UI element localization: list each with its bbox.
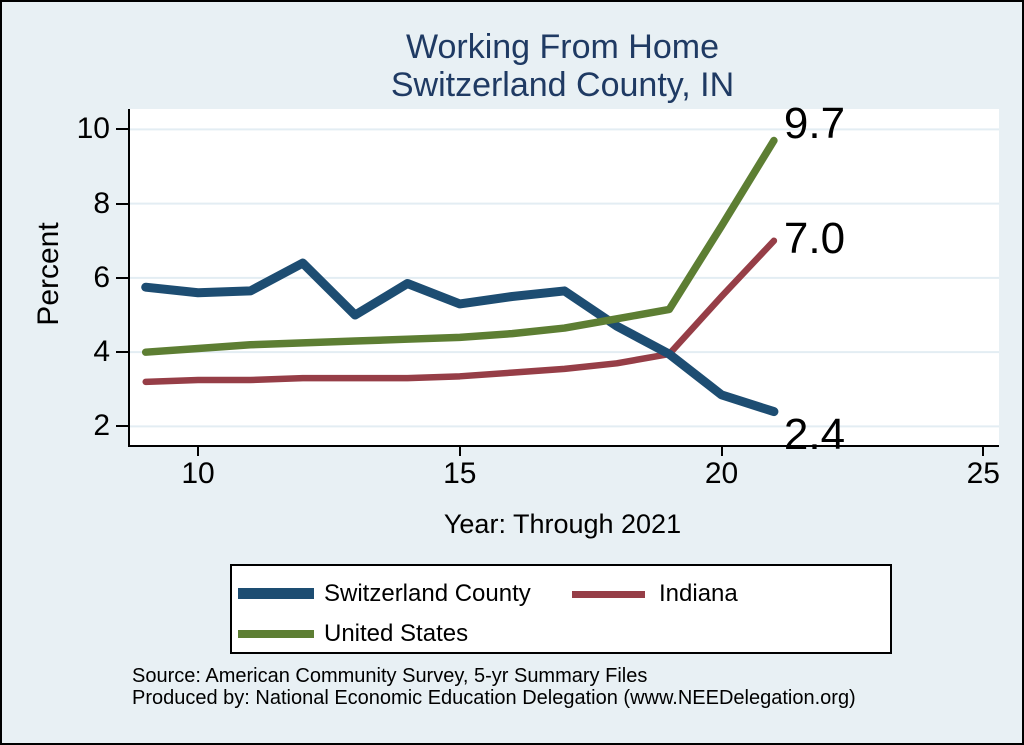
x-tick-label: 10 (181, 457, 215, 490)
data-point-united-states (404, 336, 410, 342)
data-point-indiana (247, 377, 253, 383)
y-tick-label: 10 (76, 112, 110, 146)
data-point-indiana (719, 293, 725, 299)
data-point-united-states (719, 223, 725, 229)
plot-area (128, 109, 999, 447)
legend-swatch-united-states (238, 630, 314, 638)
end-label-united-states: 9.7 (783, 98, 846, 148)
data-point-switzerland-county (562, 288, 567, 294)
data-point-switzerland-county (771, 409, 777, 415)
y-tick-label: 8 (93, 186, 110, 220)
legend: Switzerland County Indiana United States (230, 564, 892, 654)
data-point-united-states (300, 340, 306, 346)
data-point-switzerland-county (195, 290, 201, 296)
y-tick-mark (116, 202, 128, 205)
data-point-united-states (247, 342, 253, 348)
chart-title: Working From Home Switzerland County, IN (128, 28, 997, 104)
series-line-united-states (141, 136, 778, 356)
data-point-indiana (404, 375, 410, 381)
y-tick-label: 2 (93, 409, 110, 443)
data-point-indiana (195, 377, 201, 383)
y-tick-label: 4 (93, 335, 110, 369)
y-tick-mark (116, 351, 128, 354)
data-point-indiana (352, 375, 358, 381)
data-point-united-states (195, 345, 201, 351)
chart-title-line2: Switzerland County, IN (390, 66, 735, 104)
legend-label-switzerland-county: Switzerland County (324, 580, 531, 607)
data-point-switzerland-county (143, 284, 149, 290)
plot-svg (130, 128, 999, 428)
data-point-switzerland-county (247, 288, 253, 294)
data-point-switzerland-county (300, 260, 306, 266)
chart-title-line1: Working From Home (406, 28, 719, 66)
end-label-indiana: 7.0 (783, 213, 846, 263)
data-point-switzerland-county (666, 351, 672, 357)
data-point-switzerland-county (614, 323, 620, 329)
legend-swatch-switzerland-county (238, 588, 314, 599)
source-line: Source: American Community Survey, 5-yr … (132, 665, 648, 687)
data-point-united-states (352, 338, 358, 344)
data-point-indiana (614, 360, 620, 366)
data-point-indiana (562, 366, 567, 372)
data-point-united-states (457, 334, 463, 340)
x-tick-mark (982, 447, 985, 456)
data-point-indiana (771, 238, 777, 244)
data-point-switzerland-county (509, 293, 515, 299)
data-point-united-states (666, 306, 672, 312)
x-tick-label: 20 (704, 457, 739, 490)
data-point-united-states (509, 331, 515, 337)
data-point-united-states (562, 325, 567, 331)
source-note: Source: American Community Survey, 5-yr … (132, 665, 856, 709)
data-point-indiana (509, 370, 515, 376)
x-tick-mark (458, 447, 461, 456)
y-tick-mark (116, 425, 128, 428)
data-point-switzerland-county (457, 301, 463, 307)
data-point-united-states (771, 138, 777, 144)
data-point-switzerland-county (404, 280, 410, 286)
data-point-switzerland-county (719, 392, 725, 398)
data-point-indiana (457, 373, 463, 379)
data-point-united-states (614, 316, 620, 322)
y-tick-label: 6 (93, 260, 110, 294)
y-tick-mark (116, 128, 128, 131)
data-point-indiana (300, 375, 306, 381)
y-tick-mark (116, 276, 128, 279)
data-point-switzerland-county (352, 312, 358, 318)
end-label-switzerland-county: 2.4 (783, 409, 846, 459)
legend-label-indiana: Indiana (659, 580, 738, 607)
x-tick-label: 25 (966, 457, 1000, 490)
legend-swatch-indiana (572, 591, 645, 598)
produced-by-line: Produced by: National Economic Education… (132, 687, 856, 709)
x-tick-mark (720, 447, 723, 456)
x-tick-label: 15 (443, 457, 477, 490)
x-tick-mark (197, 447, 200, 456)
data-point-indiana (143, 379, 149, 385)
legend-label-united-states: United States (324, 620, 469, 647)
data-point-united-states (143, 349, 149, 355)
x-axis-title: Year: Through 2021 (443, 509, 682, 539)
